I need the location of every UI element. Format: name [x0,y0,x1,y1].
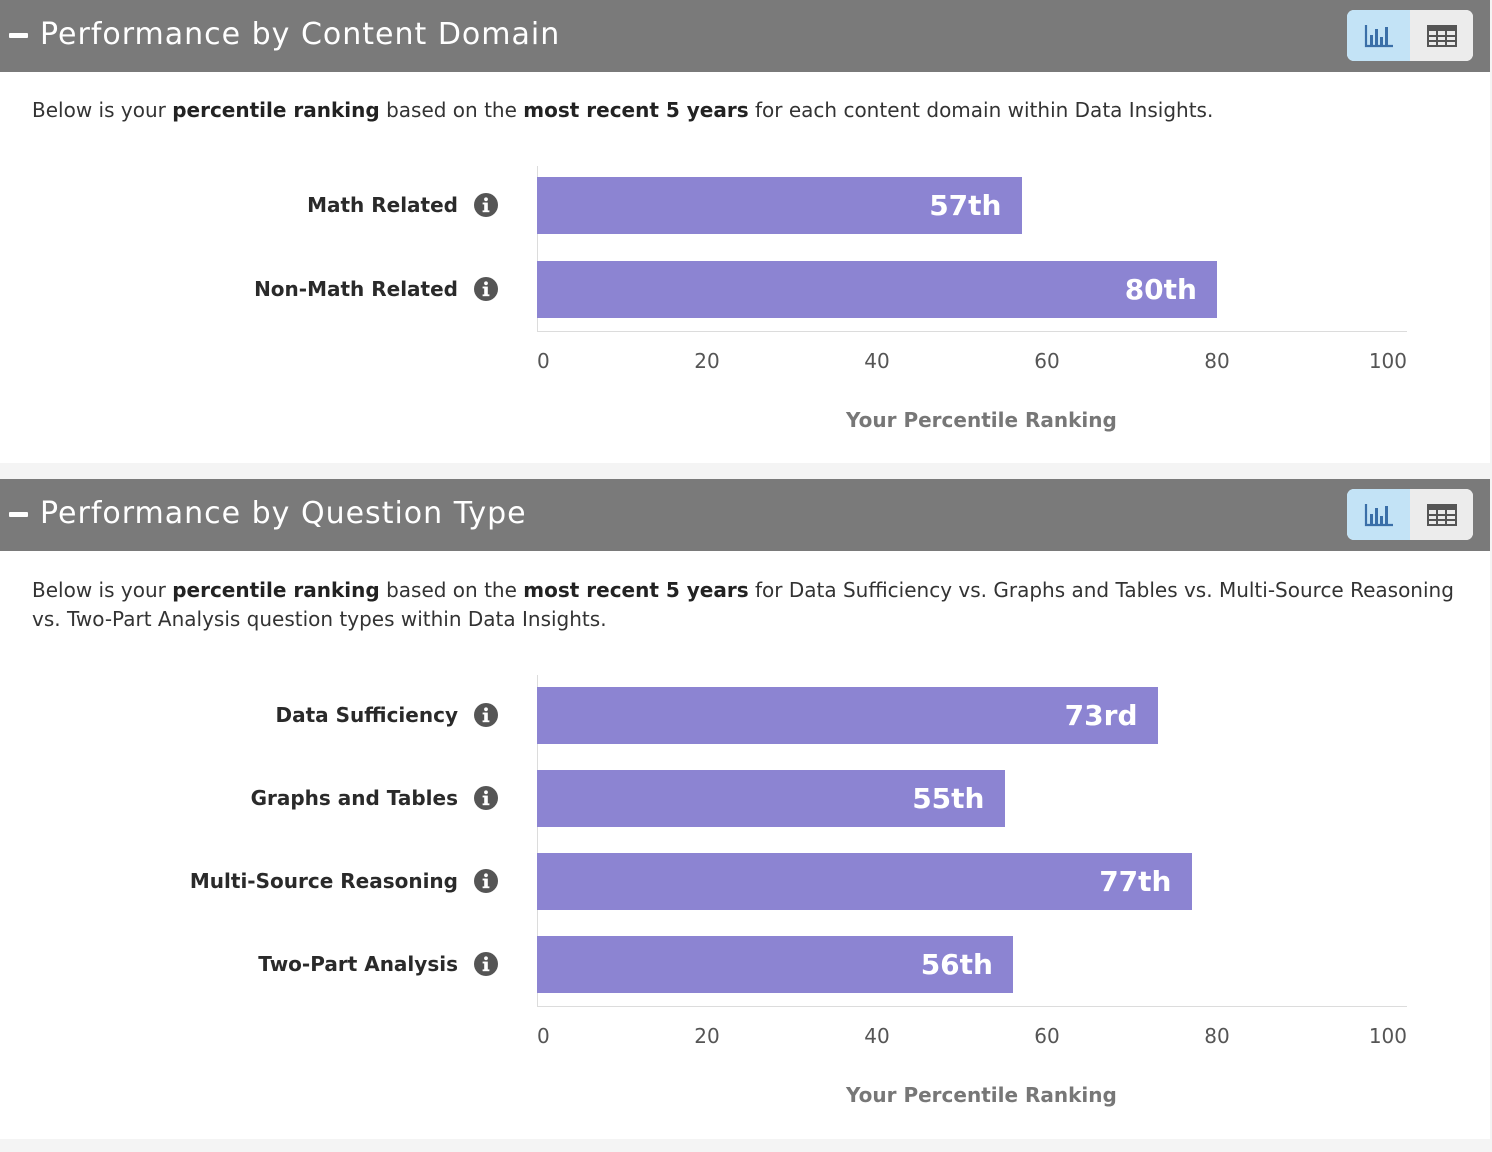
question-type-section: Performance by Question Type [0,479,1490,1139]
category-label-graphs-and-tables: Graphs and Tables [250,786,458,810]
info-icon[interactable] [474,703,498,727]
view-toggle [1347,489,1473,540]
x-tick-label: 0 [537,349,550,373]
info-icon[interactable] [474,786,498,810]
section-header: Performance by Content Domain [0,0,1490,72]
x-axis-title: Your Percentile Ranking [846,408,1117,432]
content-domain-chart: Math Related 57th Non-Math Related 80th 0 20 4… [0,0,1490,463]
bar-chart-icon [1364,24,1393,47]
x-tick-label: 80 [1204,349,1230,373]
x-tick-label: 60 [1034,349,1060,373]
x-tick-label: 40 [864,1024,890,1048]
bar-value-label-data-sufficiency: 73rd [1064,699,1138,732]
section-description: Below is your percentile ranking based o… [32,98,1214,122]
section-header: Performance by Question Type [0,479,1490,551]
table-icon [1426,503,1457,526]
bar-graphs-and-tables[interactable] [537,770,1005,827]
chart-view-button[interactable] [1347,10,1410,61]
x-tick-label: 20 [694,349,720,373]
content-domain-section: Performance by Content Domain [0,0,1490,463]
bar-multi-source-reasoning[interactable] [537,853,1192,910]
x-tick-label: 60 [1034,1024,1060,1048]
y-axis-line [537,675,538,1006]
x-axis-line [537,1006,1407,1007]
question-type-chart: Data Sufficiency 73rd Graphs and Tables 55t… [0,479,1490,1139]
section-description: Below is your percentile ranking based o… [32,578,1454,631]
x-tick-label: 40 [864,349,890,373]
category-label-math-related: Math Related [307,193,458,217]
section-title: Performance by Question Type [40,496,527,531]
bar-two-part-analysis[interactable] [537,936,1013,993]
info-icon[interactable] [474,869,498,893]
info-icon[interactable] [474,952,498,976]
section-title: Performance by Content Domain [40,17,561,52]
category-label-data-sufficiency: Data Sufficiency [275,703,458,727]
info-icon[interactable] [474,193,498,217]
y-axis-line [537,166,538,331]
x-tick-label: 100 [1368,349,1407,373]
x-tick-label: 0 [537,1024,550,1048]
collapse-icon[interactable] [9,33,28,38]
bar-value-label-multi-source-reasoning: 77th [1099,865,1172,898]
category-label-two-part-analysis: Two-Part Analysis [258,952,458,976]
bar-chart-icon [1364,503,1393,526]
x-tick-label: 100 [1368,1024,1407,1048]
category-label-multi-source-reasoning: Multi-Source Reasoning [189,869,458,893]
bar-math-related[interactable] [537,177,1022,234]
bar-value-label-two-part-analysis: 56th [920,948,993,981]
x-axis-line [537,331,1407,332]
table-view-button[interactable] [1410,10,1473,61]
bar-value-label-graphs-and-tables: 55th [912,782,985,815]
chart-view-button[interactable] [1347,489,1410,540]
bar-value-label-math-related: 57th [929,189,1002,222]
table-icon [1426,24,1457,47]
collapse-icon[interactable] [9,512,28,517]
view-toggle [1347,10,1473,61]
x-tick-label: 80 [1204,1024,1230,1048]
bar-non-math-related[interactable] [537,261,1217,318]
x-tick-label: 20 [694,1024,720,1048]
table-view-button[interactable] [1410,489,1473,540]
info-icon[interactable] [474,277,498,301]
bar-value-label-non-math-related: 80th [1124,273,1197,306]
bar-data-sufficiency[interactable] [537,687,1158,744]
x-axis-title: Your Percentile Ranking [846,1083,1117,1107]
category-label-non-math-related: Non-Math Related [254,277,458,301]
